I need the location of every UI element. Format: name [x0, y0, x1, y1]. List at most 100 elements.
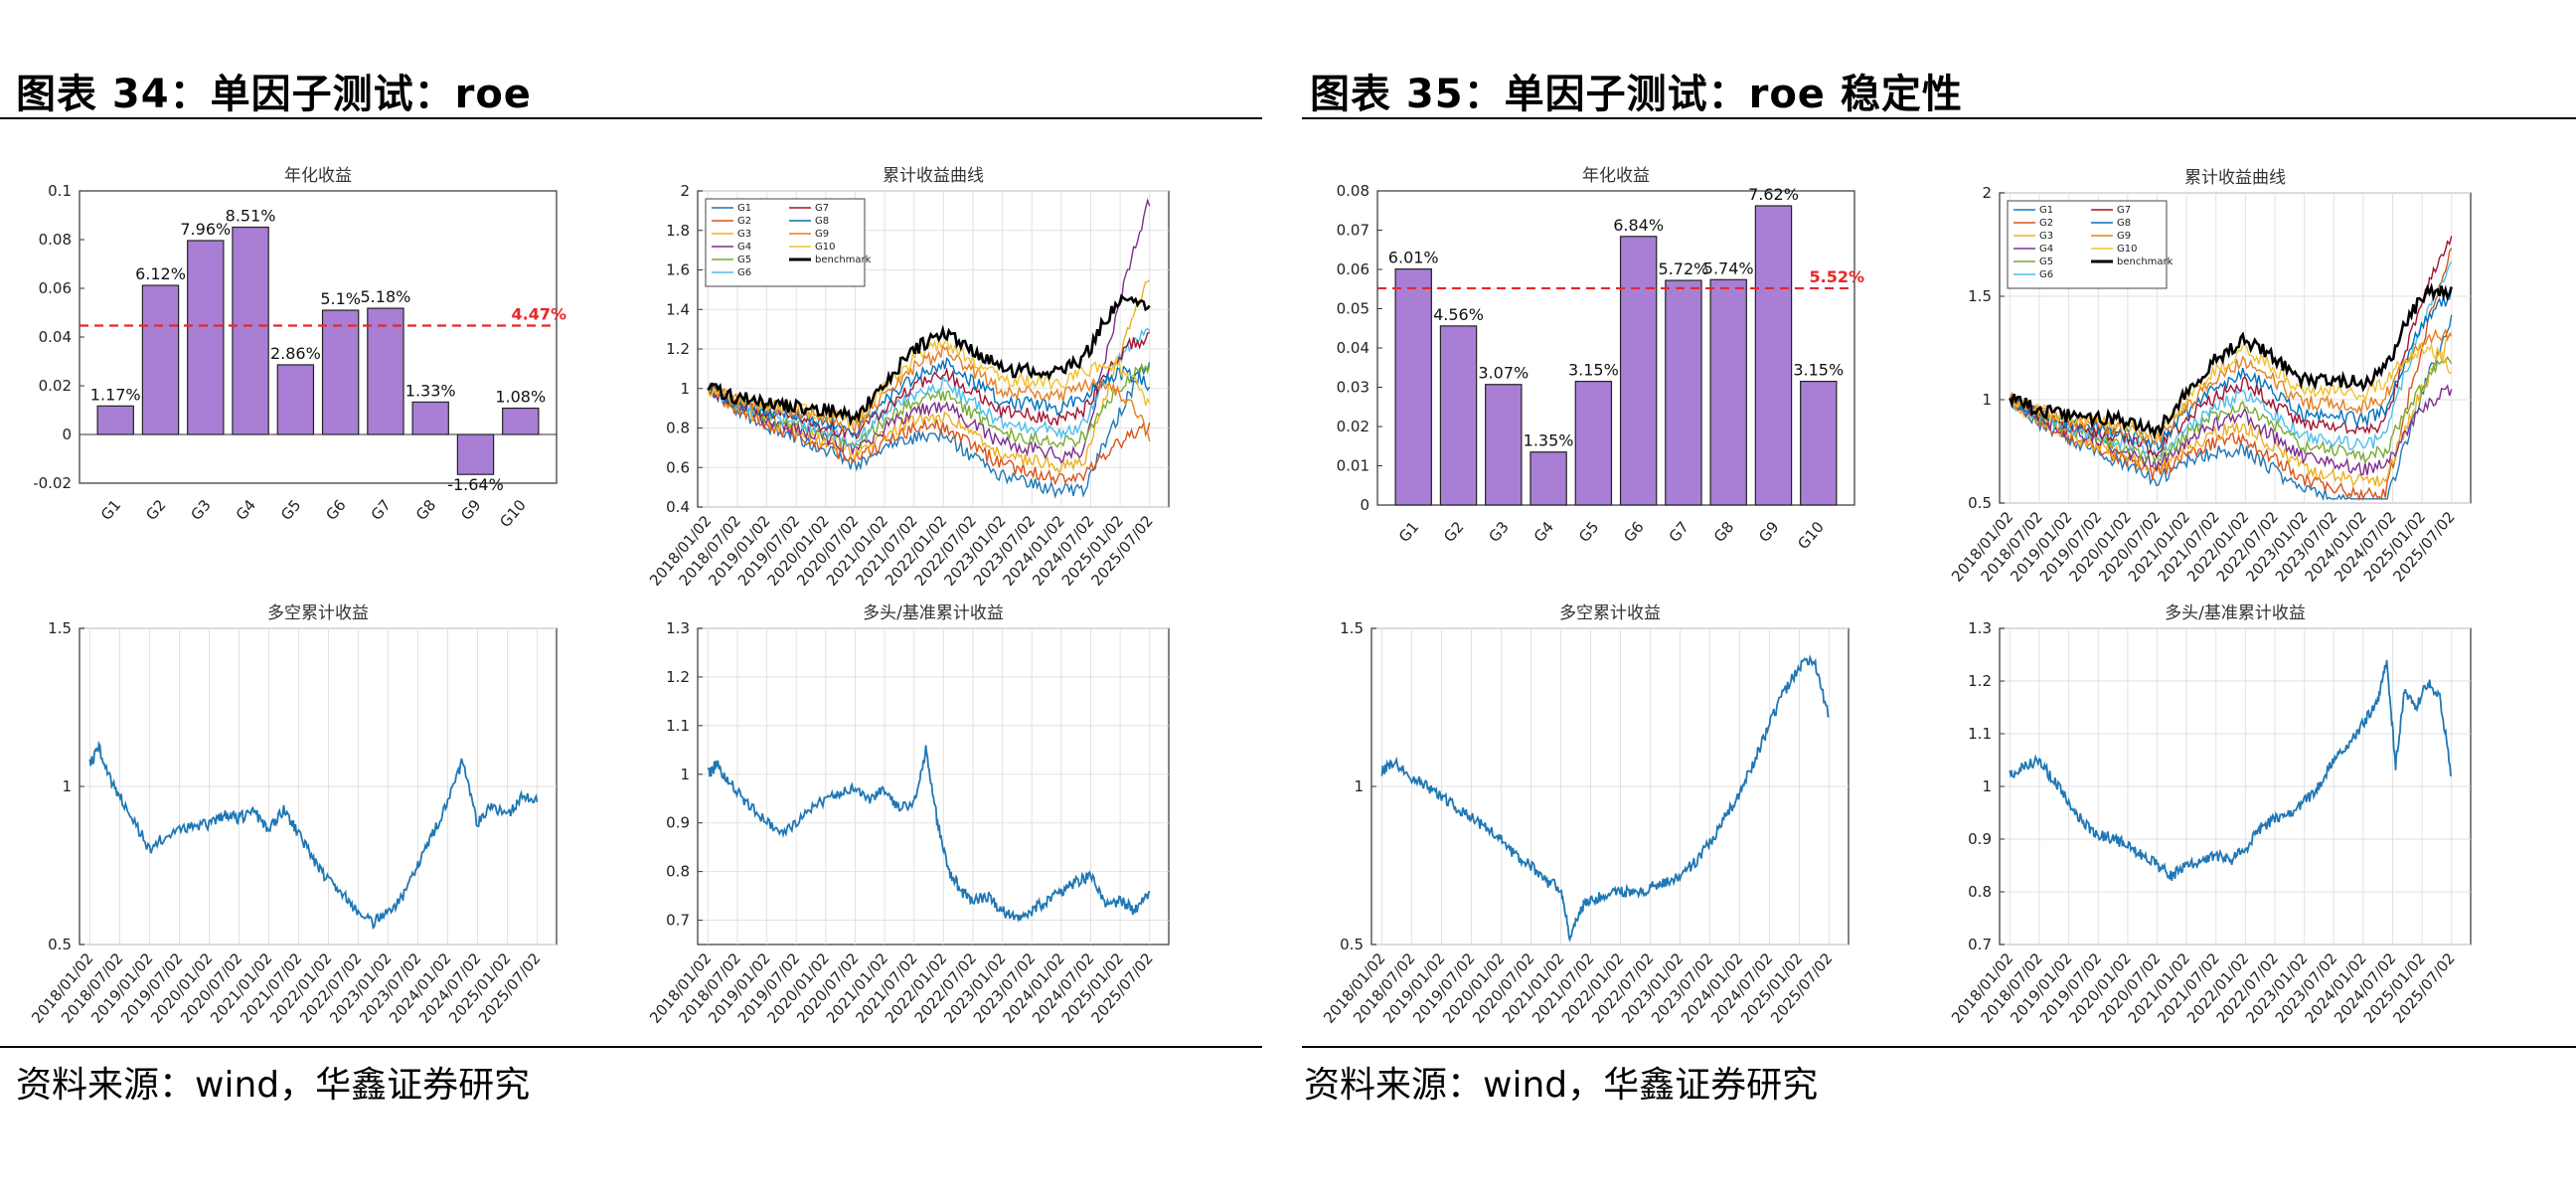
y-tick-label: 0.04 [1337, 339, 1369, 357]
bar [1665, 279, 1702, 506]
chart-p6: 累计收益曲线0.511.522018/01/022018/07/022019/0… [1948, 168, 2472, 586]
y-tick-label: 0.1 [48, 182, 72, 200]
y-tick-label: 1.2 [666, 668, 690, 686]
legend-entry: G6 [2039, 269, 2053, 280]
y-tick-label: 0.5 [1340, 936, 1364, 953]
figure-34-bottom-rule [0, 1046, 1262, 1048]
chart-p2: 累计收益曲线0.40.60.811.21.41.61.822018/01/022… [646, 166, 1170, 590]
y-tick-label: 2 [1982, 184, 1992, 202]
group-line [708, 327, 1151, 447]
legend-entry: G7 [815, 203, 829, 214]
y-tick-label: 0.6 [666, 458, 690, 476]
legend-entry: G8 [2117, 218, 2131, 229]
group-line [2009, 384, 2453, 476]
y-tick-label: 1.1 [666, 717, 690, 735]
y-tick-label: 0.8 [666, 420, 690, 437]
y-tick-label: 1.5 [1340, 619, 1364, 637]
y-tick-label: 1 [1982, 391, 1992, 409]
bar-data-label: 5.74% [1703, 258, 1754, 277]
group-line [707, 336, 1151, 430]
bar-data-label: 7.62% [1748, 185, 1799, 204]
legend-entry: G9 [2117, 231, 2131, 242]
figure-35-bottom-rule [1302, 1046, 2576, 1048]
x-tick-label: G9 [1755, 518, 1782, 546]
bar [96, 405, 134, 435]
bar-data-label: 3.15% [1568, 361, 1619, 380]
figure-34-top-rule [0, 117, 1262, 119]
benchmark-line [2009, 282, 2453, 440]
bar [1439, 325, 1478, 506]
y-tick-label: 0.8 [1968, 883, 1992, 901]
chart-title: 多空累计收益 [1559, 603, 1661, 623]
plot-area [697, 627, 1170, 946]
x-tick-label: G6 [1620, 518, 1647, 546]
legend-entry: G1 [2039, 205, 2053, 216]
x-tick-label: G2 [1440, 518, 1467, 546]
bar-data-label: 6.01% [1388, 249, 1439, 267]
bar-data-label: 1.33% [405, 381, 456, 400]
chart-title: 累计收益曲线 [2184, 168, 2286, 188]
y-tick-label: 0.06 [39, 279, 72, 297]
chart-title: 年化收益 [1582, 166, 1650, 186]
legend-entry: G10 [2117, 244, 2137, 255]
legend-entry: G4 [2039, 244, 2053, 255]
y-tick-label: 1.1 [1968, 725, 1992, 743]
y-tick-label: 0.02 [39, 377, 72, 395]
legend-entry: G3 [737, 229, 751, 240]
chart-p1: 年化收益 -0.02 0 0.02 0.04 0.06 0.08 0.1 1.17% G1 6.12… [33, 166, 566, 531]
bar [1394, 268, 1432, 506]
y-tick-label: 0.03 [1337, 379, 1369, 397]
x-tick-label: G8 [1710, 518, 1737, 546]
chart-title: 多空累计收益 [267, 603, 369, 623]
y-tick-label: -0.02 [33, 474, 72, 492]
series-line [1380, 654, 1830, 943]
figure-34-title: 图表 34：单因子测试：roe [16, 72, 532, 117]
x-tick-label: G8 [412, 496, 439, 524]
chart-p4: 多头/基准累计收益0.70.80.911.11.21.32018/01/0220… [646, 603, 1170, 1027]
bar [411, 401, 449, 435]
x-tick-label: G7 [1666, 518, 1692, 546]
x-tick-label: G4 [233, 496, 259, 524]
y-tick-label: 1.3 [666, 619, 690, 637]
chart-p8: 多头/基准累计收益0.70.80.911.11.21.32018/01/0220… [1948, 603, 2472, 1027]
series-line [2009, 659, 2453, 882]
x-tick-label: G9 [457, 496, 484, 524]
figure-35-title: 图表 35：单因子测试：roe 稳定性 [1310, 72, 1963, 117]
bar [1485, 384, 1523, 506]
figure-34-source: 资料来源：wind，华鑫证券研究 [16, 1065, 531, 1106]
y-tick-label: 0.08 [39, 231, 72, 249]
bar-data-label: 1.08% [495, 388, 546, 407]
y-tick-label: 1 [680, 766, 690, 783]
bar-data-label: 6.84% [1613, 216, 1664, 235]
legend-entry: G1 [737, 203, 751, 214]
y-tick-label: 1.5 [48, 619, 72, 637]
y-tick-label: 1 [1982, 777, 1992, 795]
y-tick-label: 1.5 [1968, 287, 1992, 305]
y-tick-label: 0.7 [666, 912, 690, 930]
y-tick-label: 0.8 [666, 863, 690, 881]
y-tick-label: 0.04 [39, 328, 72, 346]
legend-entry: G10 [815, 242, 835, 253]
legend-entry: G2 [737, 216, 751, 227]
legend-entry: G5 [737, 255, 751, 265]
x-tick-label: G2 [142, 496, 169, 524]
group-line [2009, 327, 2453, 445]
x-tick-label: G7 [368, 496, 395, 524]
y-tick-label: 0.9 [666, 814, 690, 832]
y-tick-label: 1 [1354, 777, 1364, 795]
legend-entry: G9 [815, 229, 829, 240]
chart-p7: 多空累计收益0.511.52018/01/022018/07/022019/01… [1320, 603, 1850, 1027]
bar [141, 284, 180, 435]
legend-entry: G6 [737, 267, 751, 278]
legend-entry: benchmark [2117, 257, 2174, 267]
y-tick-label: 0.06 [1337, 260, 1369, 278]
y-tick-label: 0.05 [1337, 300, 1369, 318]
y-tick-label: 0.07 [1337, 222, 1369, 240]
bar-data-label: 3.07% [1478, 364, 1529, 383]
group-line [707, 382, 1151, 486]
x-tick-label: G6 [322, 496, 349, 524]
bar [187, 240, 225, 435]
bar-data-label: 1.35% [1524, 431, 1574, 450]
bar [1574, 380, 1613, 506]
chart-p5: 年化收益 0 0.01 0.02 0.03 0.04 0.05 0.06 0.07 0.08 6.0… [1337, 166, 1864, 553]
